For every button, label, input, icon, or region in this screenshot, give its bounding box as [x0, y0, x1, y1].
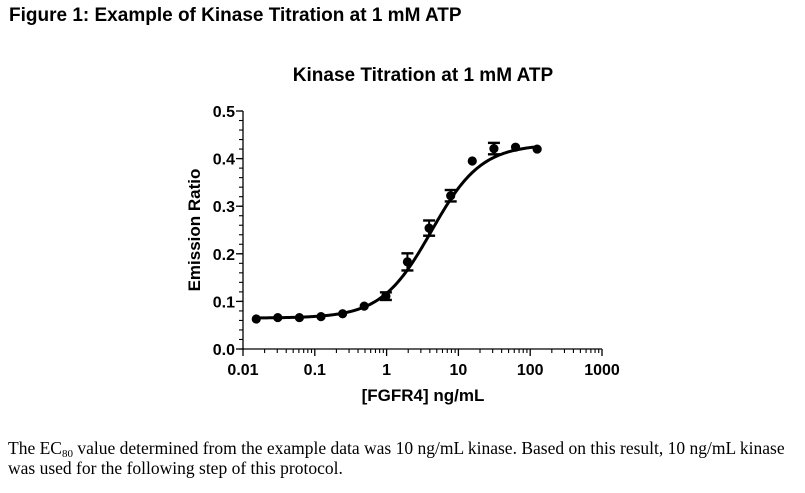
x-tick-label: 1 [382, 362, 391, 379]
y-tick-label: 0.3 [213, 199, 235, 216]
y-tick-label: 0.5 [213, 104, 235, 121]
data-point [273, 312, 283, 323]
data-point [532, 144, 542, 154]
data-point [489, 144, 499, 154]
x-axis-label: [FGFR4] ng/mL [362, 386, 485, 405]
y-axis-label: Emission Ratio [185, 169, 204, 292]
y-tick-label: 0.1 [213, 294, 235, 311]
y-tick-label: 0.4 [213, 152, 235, 169]
data-point [467, 156, 477, 166]
plot-area [251, 141, 542, 324]
figure-title: Figure 1: Example of Kinase Titration at… [9, 5, 462, 26]
x-tick-label: 100 [517, 362, 544, 379]
x-tick-label: 1000 [584, 362, 620, 379]
data-point [381, 291, 391, 301]
caption-text-end: value determined from the example data w… [8, 438, 785, 478]
data-point [359, 301, 369, 311]
data-point [316, 312, 326, 322]
dose-response-chart: Kinase Titration at 1 mM ATP 0.00.10.20.… [185, 65, 620, 405]
caption-subscript: 80 [61, 448, 73, 460]
y-axis: 0.0 0.1 0.2 0.3 0.4 0.5 [213, 104, 244, 359]
data-point [294, 312, 304, 323]
data-point [402, 257, 413, 267]
y-tick-label: 0.0 [213, 342, 235, 359]
data-point [251, 314, 261, 324]
x-tick-label: 0.1 [304, 362, 326, 379]
data-point [338, 309, 348, 319]
caption: The EC80 value determined from the examp… [8, 438, 803, 478]
fit-curve [256, 145, 538, 320]
data-point [424, 223, 434, 233]
x-tick-label: 10 [450, 362, 468, 379]
y-tick-label: 0.2 [213, 247, 235, 264]
x-tick-label: 0.01 [227, 362, 258, 379]
x-axis: 0.01 0.1 1 10 100 1000 [227, 348, 620, 379]
data-point [510, 142, 521, 152]
data-point [446, 191, 456, 201]
caption-text-start: The EC [8, 438, 62, 458]
chart-title: Kinase Titration at 1 mM ATP [293, 65, 554, 86]
